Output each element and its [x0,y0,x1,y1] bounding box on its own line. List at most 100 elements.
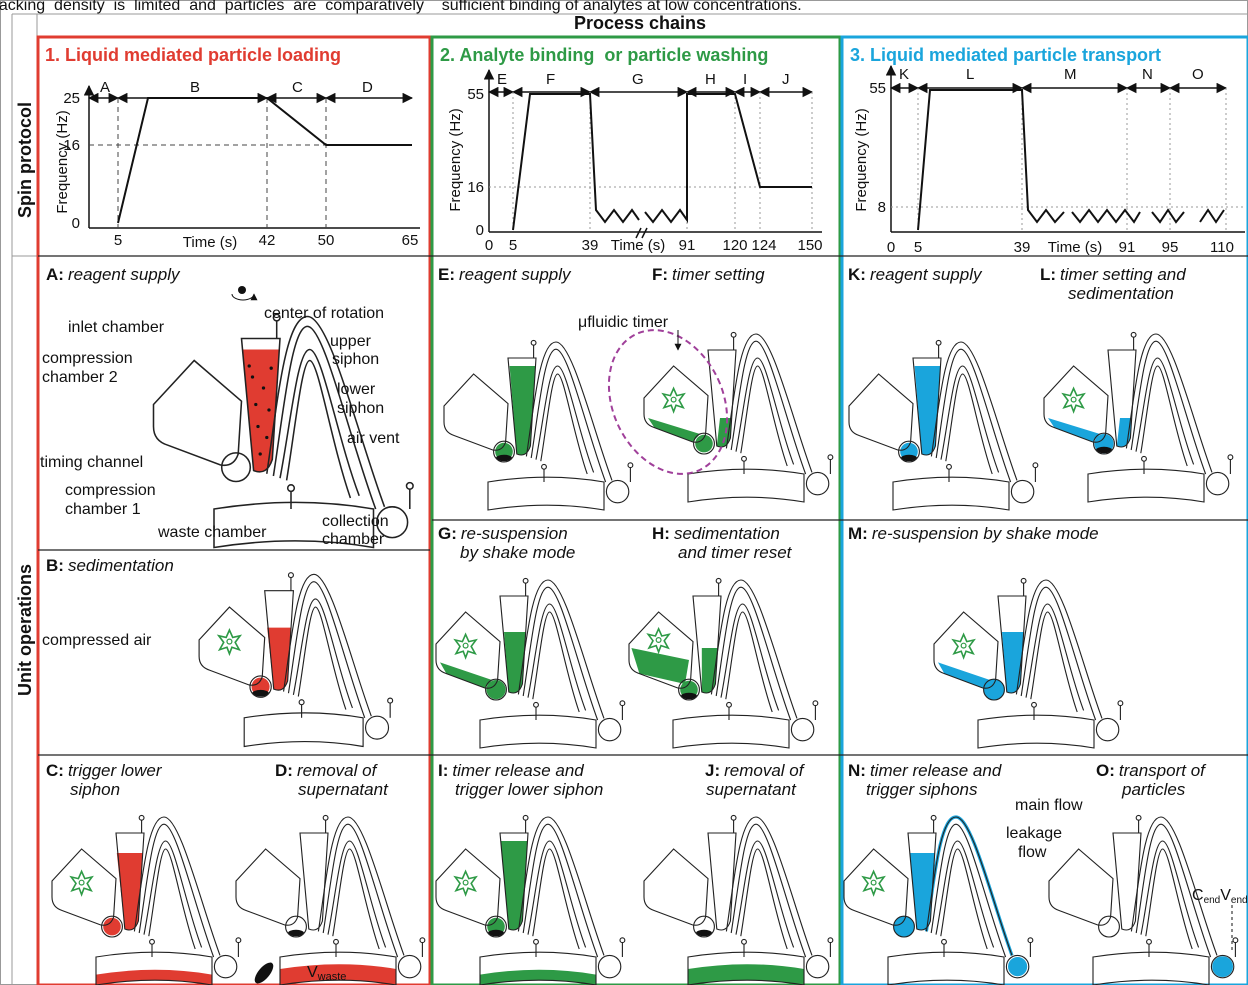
schematic [844,815,1033,985]
phase-label: C [292,79,303,96]
x-tick-label: 124 [751,237,776,254]
label: μfluidic timer [578,314,669,331]
x-tick-label: 0 [887,239,895,256]
shape [455,871,476,894]
shape: A:reagent supply [46,265,181,284]
label: re-suspension by shake mode [872,524,1099,543]
label: waste [317,971,347,983]
shape [663,388,684,411]
figure: packing density is limited and particles… [0,0,1248,985]
spin-plot [891,66,1245,232]
label: compressed air [42,632,152,649]
shape [248,364,251,367]
x-tick-label: 39 [1014,239,1031,256]
label: timer release and [452,761,584,780]
label: B: [46,556,64,575]
shape [440,662,492,688]
label: and timer reset [678,543,793,562]
label: chamber [322,531,385,548]
shape [1072,210,1140,222]
y-tick-label: 8 [878,199,886,216]
shape [256,425,259,428]
schematic [436,815,625,985]
phase-label: B [190,79,200,96]
label: reagent supply [68,265,181,284]
x-tick-label: 42 [259,232,276,249]
label: sedimentation [1068,284,1174,303]
label: particles [1121,780,1186,799]
shape [926,817,1012,955]
y-tick-label: 0 [476,222,484,239]
shape [891,88,1245,232]
x-tick-label: 0 [485,237,493,254]
phase-label: G [632,71,644,88]
shape [688,964,804,985]
shape [267,408,270,411]
shape [1044,332,1233,502]
shape [953,634,974,657]
shape [513,94,639,230]
shape [631,648,689,684]
label: L: [1040,265,1056,284]
phase-label: H [705,71,716,88]
shape [648,418,700,442]
y-tick-label: 55 [869,80,886,97]
label: waste chamber [157,524,267,541]
label: I: [438,761,448,780]
shape [644,332,833,502]
shape [863,871,884,894]
schematic [644,332,833,502]
label: E: [438,265,455,284]
phase-label: L [966,66,974,83]
header: Process chains [574,13,706,33]
label: end [1204,895,1221,906]
x-axis-label: Time (s) [1048,239,1102,256]
label: D: [275,761,293,780]
x-tick-label: 5 [509,237,517,254]
label: upper [330,333,372,350]
shape: CendVend [1192,887,1248,906]
label: transport of [1119,761,1207,780]
label: inlet chamber [68,319,165,336]
shape [118,98,412,223]
phase-label: A [100,79,110,96]
x-axis-label: Time (s) [183,234,237,251]
shape [254,403,257,406]
chain-title: 1. Liquid mediated particle loading [45,45,341,65]
label: trigger lower [68,761,163,780]
label: end [1231,895,1248,906]
schematic [444,340,633,510]
shape [251,375,254,378]
phase-label: M [1064,66,1077,83]
label: F: [652,265,668,284]
chain-title: 2. Analyte binding or particle washing [440,45,768,65]
shape [644,815,833,985]
shape: C:trigger lowersiphon [46,761,163,799]
shape [1048,418,1100,442]
shape: F:timer setting [652,265,765,284]
shape [251,960,276,985]
chain-frame [842,37,1248,985]
shape [489,92,812,232]
label: chamber 2 [42,369,118,386]
phase-label: O [1192,66,1204,83]
schematic [644,815,833,985]
x-tick-label: 120 [722,237,747,254]
shape [455,634,476,657]
shape [262,386,265,389]
x-axis-label: Time (s) [611,237,665,254]
annotations: center of rotation inlet chamber uppersi… [40,286,1248,983]
label: supernatant [706,780,797,799]
label: C [1192,887,1204,904]
label: reagent supply [870,265,983,284]
shape [1200,210,1224,222]
label: air vent [347,430,400,447]
shape [71,871,92,894]
shape [1008,957,1027,976]
shape [1063,388,1084,411]
label: by shake mode [460,543,575,562]
shape: L:timer setting andsedimentation [1040,265,1186,303]
x-tick-label: 5 [914,239,922,256]
chain-frame [432,37,840,985]
